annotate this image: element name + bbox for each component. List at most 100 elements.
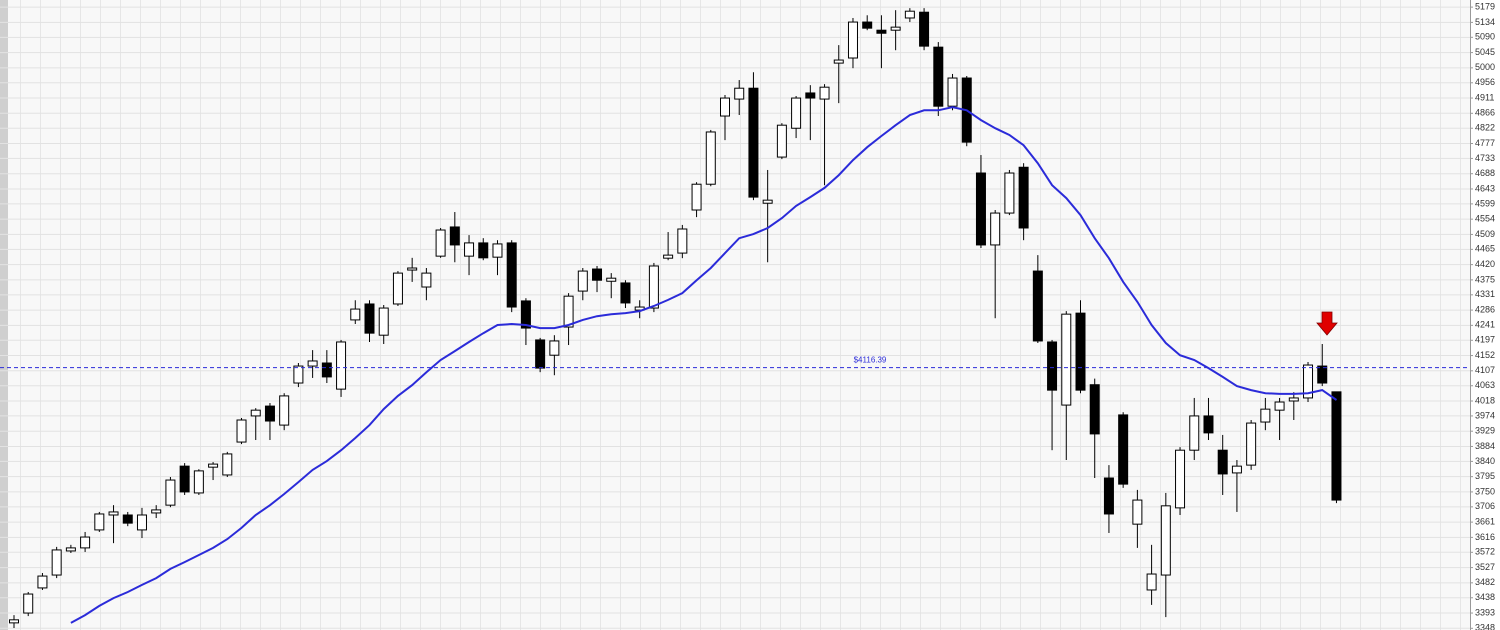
y-tick-label: 3661 (1475, 516, 1495, 526)
y-tick-label: 4063 (1475, 380, 1495, 390)
y-tick-label: 4152 (1475, 350, 1495, 360)
left-edge (0, 0, 8, 630)
candle-body (1089, 384, 1100, 435)
y-tick-label: 3572 (1475, 547, 1495, 557)
candle-body (1317, 365, 1328, 384)
candle-body (1103, 477, 1114, 515)
candle-body (1004, 172, 1015, 214)
candle-body (264, 405, 275, 422)
candle-body (592, 268, 603, 281)
y-tick-label: 4643 (1475, 183, 1495, 193)
candle-body (193, 470, 204, 494)
candle-body (1160, 505, 1171, 576)
y-tick-label: 5134 (1475, 17, 1495, 27)
y-tick-label: 4375 (1475, 274, 1495, 284)
y-tick-label: 4465 (1475, 244, 1495, 254)
candle-body (606, 277, 617, 282)
candle-body (748, 87, 759, 198)
y-tick-label: 4911 (1475, 92, 1494, 102)
y-tick-label: 4956 (1475, 77, 1495, 87)
candle-body (691, 183, 702, 211)
candle-body (549, 340, 560, 356)
candle-body (990, 212, 1001, 246)
candle-body (250, 409, 261, 417)
candle-body (1203, 415, 1214, 434)
y-tick-label: 3884 (1475, 441, 1495, 451)
candle-body (364, 303, 375, 334)
candle-body (478, 242, 489, 259)
y-tick-label: 4107 (1475, 365, 1495, 375)
candle-body (9, 619, 19, 624)
candle-body (80, 536, 91, 549)
candle-body (819, 86, 830, 100)
y-tick-label: 3795 (1475, 471, 1495, 481)
y-tick-label: 4599 (1475, 198, 1495, 208)
candle-body (890, 26, 901, 31)
y-tick-label: 3929 (1475, 426, 1495, 436)
candle-body (1175, 449, 1186, 509)
y-tick-label: 5090 (1475, 32, 1495, 42)
candle-body (279, 395, 290, 426)
moving-average-line (70, 106, 1338, 624)
candle-body (336, 341, 347, 390)
candle-body (1217, 449, 1228, 475)
candle-body (1288, 397, 1299, 402)
candle-body (833, 59, 844, 64)
candle-body (108, 511, 119, 516)
y-tick-label: 4286 (1475, 304, 1495, 314)
candle-body (847, 21, 858, 59)
candle-body (933, 46, 944, 107)
y-tick-label: 4241 (1475, 320, 1495, 330)
price-line-label: $4116.39 (854, 356, 887, 365)
candle-body (1132, 499, 1143, 525)
candle-body (1018, 166, 1029, 229)
candle-body (122, 514, 133, 524)
candle-body (720, 97, 730, 117)
candle-body (1231, 465, 1242, 474)
plot-layer: $4116.39 (0, 6, 1470, 629)
y-tick-label: 5045 (1475, 47, 1495, 57)
candle-body (94, 513, 105, 531)
y-tick-label: 4509 (1475, 229, 1495, 239)
candle-body (563, 295, 574, 328)
candle-body (236, 419, 247, 443)
candle-body (762, 199, 773, 204)
candle-body (293, 365, 304, 384)
y-tick-label: 4866 (1475, 108, 1495, 118)
y-tick-label: 4688 (1475, 168, 1495, 178)
candle-body (677, 228, 688, 254)
axis-background (1470, 0, 1500, 630)
y-tick-label: 4733 (1475, 153, 1495, 163)
y-tick-label: 4777 (1475, 138, 1495, 148)
y-tick-label: 3706 (1475, 501, 1495, 511)
candle-body (350, 308, 361, 321)
y-tick-label: 3840 (1475, 456, 1495, 466)
candle-body (1274, 401, 1285, 411)
candle-body (1061, 313, 1072, 406)
candle-body (705, 131, 716, 185)
candle-body (421, 272, 432, 288)
candle-body (492, 243, 503, 258)
candle-body (1075, 312, 1086, 391)
candle-body (904, 10, 915, 19)
y-tick-label: 3348 (1475, 623, 1495, 630)
y-tick-label: 3438 (1475, 592, 1495, 602)
y-tick-label: 4197 (1475, 335, 1495, 345)
candle-body (407, 267, 418, 271)
candle-body (464, 242, 475, 257)
candle-body (947, 77, 958, 107)
candle-body (392, 272, 403, 305)
y-tick-label: 3527 (1475, 562, 1495, 572)
y-tick-label: 3393 (1475, 607, 1495, 617)
y-tick-label: 4420 (1475, 259, 1495, 269)
candle-body (307, 360, 318, 367)
candle-body (1047, 341, 1058, 391)
y-tick-label: 3750 (1475, 486, 1495, 496)
candle-body (222, 453, 233, 476)
candle-body (179, 465, 190, 493)
candle-body (165, 479, 176, 506)
candle-body (535, 339, 546, 369)
candle-body (1189, 415, 1200, 451)
candle-body (577, 270, 588, 292)
